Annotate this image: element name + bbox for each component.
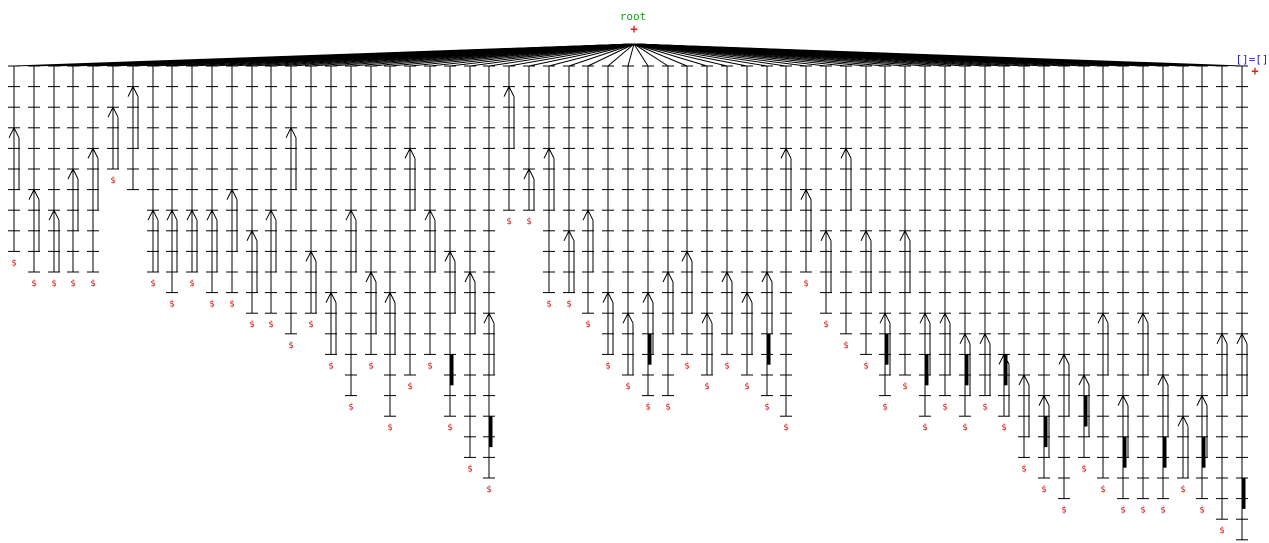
end-marker[interactable]: $	[427, 361, 432, 371]
end-marker[interactable]: $	[764, 403, 769, 413]
end-marker[interactable]: $	[169, 300, 174, 310]
end-marker[interactable]: $	[249, 320, 254, 330]
end-marker[interactable]: $	[150, 279, 155, 289]
end-marker[interactable]: $	[684, 361, 689, 371]
root-edge	[587, 43, 635, 67]
end-marker[interactable]: $	[348, 403, 353, 413]
end-marker[interactable]: $	[546, 300, 551, 310]
root-edge	[488, 43, 635, 67]
end-marker[interactable]: $	[724, 361, 729, 371]
end-marker[interactable]: $	[308, 320, 313, 330]
end-marker[interactable]: $	[625, 382, 630, 392]
end-marker[interactable]: $	[585, 320, 590, 330]
root-edge	[633, 43, 649, 67]
end-marker[interactable]: $	[1021, 464, 1026, 474]
end-marker[interactable]: $	[942, 403, 947, 413]
end-marker[interactable]: $	[744, 382, 749, 392]
end-marker[interactable]: $	[90, 279, 95, 289]
end-marker[interactable]: $	[605, 361, 610, 371]
end-marker[interactable]: $	[447, 423, 452, 433]
end-marker[interactable]: $	[268, 320, 273, 330]
end-marker[interactable]: $	[1160, 506, 1165, 516]
root-label[interactable]: root	[620, 10, 647, 23]
end-marker[interactable]: $	[506, 217, 511, 227]
end-marker[interactable]: $	[526, 217, 531, 227]
end-marker[interactable]: $	[783, 423, 788, 433]
end-marker[interactable]: $	[1001, 423, 1006, 433]
right-node-label[interactable]: []=[]	[1235, 53, 1268, 66]
end-marker[interactable]: $	[566, 300, 571, 310]
end-marker[interactable]: $	[1219, 526, 1224, 536]
root-edge	[633, 43, 728, 67]
root-edge	[633, 43, 688, 67]
end-marker[interactable]: $	[962, 423, 967, 433]
end-marker[interactable]: $	[70, 279, 75, 289]
root-edge	[633, 43, 669, 67]
end-marker[interactable]: $	[209, 300, 214, 310]
end-marker[interactable]: $	[407, 382, 412, 392]
end-marker[interactable]: $	[486, 485, 491, 495]
end-marker[interactable]: $	[922, 423, 927, 433]
tree-edges	[8, 43, 1248, 540]
end-marker[interactable]: $	[665, 403, 670, 413]
end-marker[interactable]: $	[110, 176, 115, 186]
root-edge	[508, 43, 635, 67]
end-marker[interactable]: $	[1081, 464, 1086, 474]
end-marker[interactable]: $	[387, 423, 392, 433]
end-marker[interactable]: $	[803, 279, 808, 289]
end-marker[interactable]: $	[189, 279, 194, 289]
end-marker[interactable]: $	[1199, 506, 1204, 516]
end-marker[interactable]: $	[1120, 506, 1125, 516]
end-marker[interactable]: $	[1100, 485, 1105, 495]
end-marker[interactable]: $	[31, 279, 36, 289]
root-expand-marker[interactable]: +	[630, 22, 637, 36]
root-edge	[568, 43, 635, 67]
root-edge	[627, 43, 635, 67]
end-marker[interactable]: $	[902, 382, 907, 392]
end-marker[interactable]: $	[1041, 485, 1046, 495]
end-marker[interactable]: $	[882, 403, 887, 413]
end-marker[interactable]: $	[982, 403, 987, 413]
end-marker[interactable]: $	[51, 279, 56, 289]
root-edge	[633, 43, 748, 67]
end-marker[interactable]: $	[328, 361, 333, 371]
end-marker[interactable]: $	[11, 258, 16, 268]
root-edge	[548, 43, 635, 67]
end-marker[interactable]: $	[645, 403, 650, 413]
end-marker[interactable]: $	[843, 341, 848, 351]
end-marker[interactable]: $	[288, 341, 293, 351]
end-marker[interactable]: $	[1061, 506, 1066, 516]
root-edge	[633, 43, 708, 67]
end-marker[interactable]: $	[823, 320, 828, 330]
root-edge	[528, 43, 635, 67]
root-edge	[607, 43, 635, 67]
end-marker[interactable]: $	[863, 361, 868, 371]
right-node-expand-marker[interactable]: +	[1251, 64, 1258, 78]
end-marker[interactable]: $	[368, 361, 373, 371]
end-marker[interactable]: $	[704, 382, 709, 392]
end-marker[interactable]: $	[1180, 485, 1185, 495]
end-marker[interactable]: $	[467, 464, 472, 474]
end-marker[interactable]: $	[1140, 506, 1145, 516]
tree-nodes: $ $ $ $ $ $ $ $ $ $ $ $ $ $ $ $ $ $ $ $ $ $ $ $ $ $ $ $ $ $ $ $ $ $ $ $ $ $ $ $…	[8, 65, 1248, 541]
root-edge	[633, 43, 1243, 67]
end-marker[interactable]: $	[229, 300, 234, 310]
